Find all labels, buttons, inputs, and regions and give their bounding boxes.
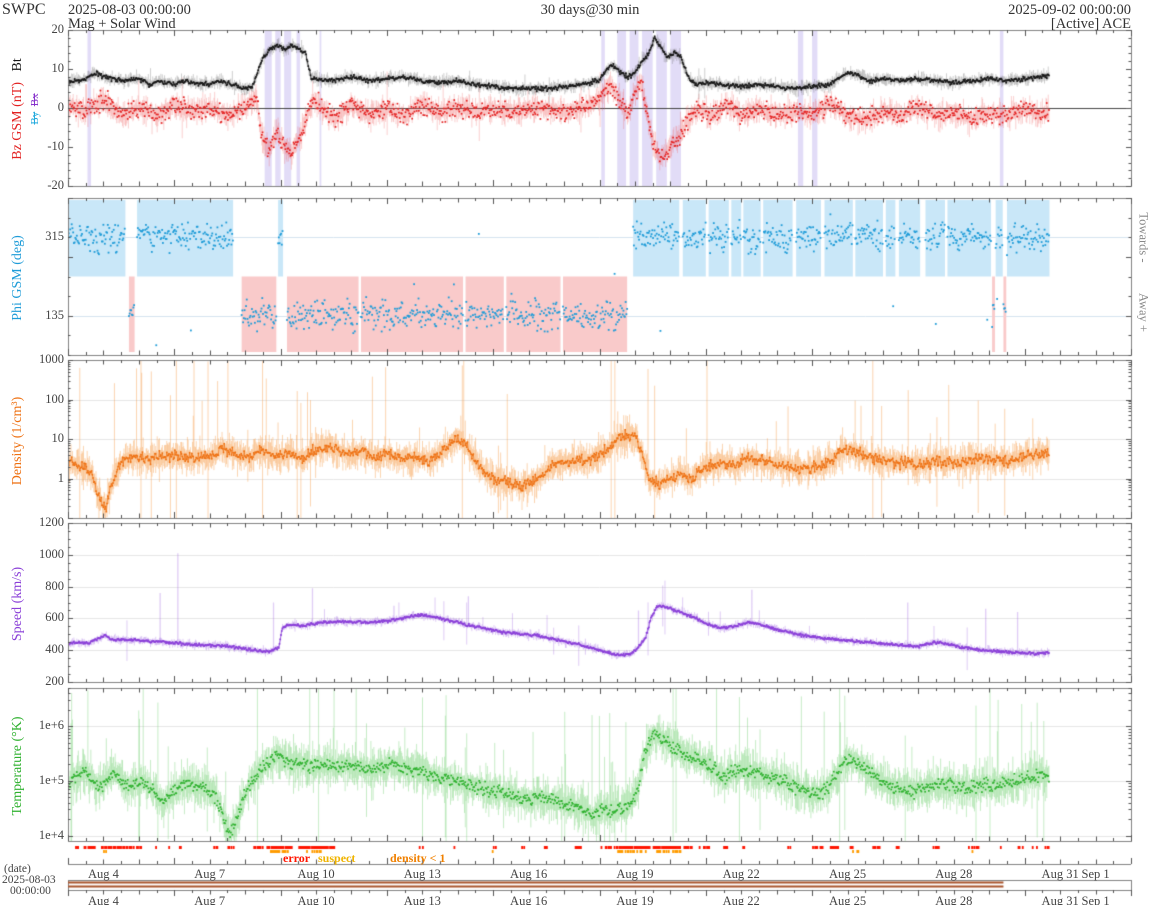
end-datetime: 2025-09-02 00:00:00: [1008, 2, 1131, 18]
start-datetime: 2025-08-03 00:00:00: [68, 2, 191, 18]
date-label-bottom: Aug 31: [1041, 894, 1079, 905]
date-label: Aug 13: [403, 867, 441, 881]
resolution-label: 30 days@30 min: [540, 2, 640, 18]
ytick-label: 1e+6: [38, 718, 64, 733]
ytick-label: 1000: [39, 546, 64, 561]
date-label: Aug 28: [935, 867, 973, 881]
ytick-label: 135: [45, 307, 64, 322]
date-label-bottom: Aug 7: [194, 894, 226, 905]
footer-start-time: 00:00:00: [10, 885, 51, 897]
date-label: Aug 16: [510, 867, 548, 881]
date-label: Aug 10: [297, 867, 335, 881]
date-label-bottom: Aug 10: [297, 894, 335, 905]
temp-axis-label: Temperature (°K): [10, 716, 25, 816]
date-label-bottom: Aug 19: [616, 894, 654, 905]
ytick-label: 10: [51, 61, 65, 75]
date-label-bottom: Aug 25: [828, 894, 867, 905]
ytick-label: 10: [51, 431, 65, 445]
ytick-label: 1200: [39, 515, 64, 529]
ytick-label: 1e+4: [38, 827, 64, 842]
error-legend-label: error: [283, 851, 311, 865]
ytick-label: -10: [47, 139, 64, 153]
ytick-label: 400: [45, 642, 64, 657]
ytick-label: 315: [45, 229, 64, 244]
date-label-bottom: Aug 13: [403, 894, 441, 905]
footer-start-date: 2025-08-03: [2, 874, 56, 886]
source-label: [Active] ACE: [1050, 16, 1131, 32]
date-label: Aug 25: [828, 867, 867, 881]
ytick-label: -20: [47, 178, 64, 192]
ytick-label: 600: [45, 610, 64, 625]
date-label-bottom: Aug 16: [510, 894, 548, 905]
density-lt1-legend-label: density < 1: [390, 851, 446, 865]
date-label: Aug 19: [616, 867, 654, 881]
suspect-legend-label: suspect: [318, 851, 356, 865]
date-label: Aug 31: [1041, 867, 1079, 881]
plot-subtitle: Mag + Solar Wind: [68, 16, 176, 32]
away-label: Away +: [1136, 293, 1151, 332]
date-label: Aug 7: [194, 867, 226, 881]
ytick-label: 20: [51, 22, 65, 36]
date-label-bottom: Sep 1: [1081, 894, 1110, 905]
towards-label: Towards -: [1136, 212, 1151, 263]
ytick-label: 1: [57, 470, 64, 485]
date-label-bottom: Aug 28: [935, 894, 973, 905]
date-label-bottom: Aug 4: [87, 894, 119, 905]
ytick-label: 1e+5: [38, 772, 64, 787]
ytick-label: 800: [45, 578, 64, 593]
ytick-label: 0: [57, 100, 64, 114]
ytick-label: 100: [45, 391, 64, 406]
brand-label: SWPC: [2, 1, 46, 18]
date-label: Aug 4: [87, 867, 119, 881]
date-axis-caption: (date): [4, 863, 31, 875]
date-label: Sep 1: [1081, 867, 1110, 881]
date-label-bottom: Aug 22: [722, 894, 760, 905]
ytick-label: 200: [45, 674, 64, 688]
ytick-label: 1000: [39, 352, 64, 366]
date-label: Aug 22: [722, 867, 760, 881]
